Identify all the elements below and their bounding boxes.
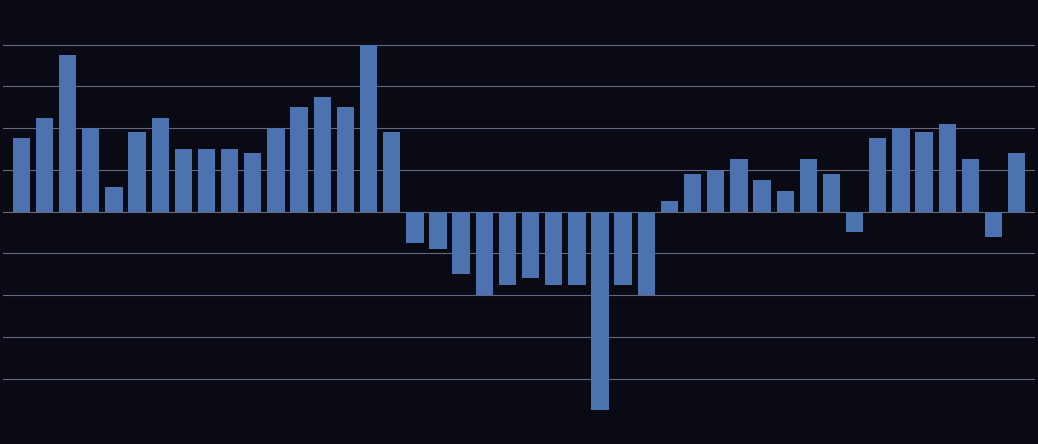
Bar xyxy=(707,170,725,211)
Bar xyxy=(661,201,678,211)
Bar xyxy=(614,211,632,285)
Bar xyxy=(174,149,192,211)
Bar xyxy=(776,190,794,211)
Bar xyxy=(313,97,331,211)
Bar xyxy=(12,139,30,211)
Bar xyxy=(291,107,307,211)
Bar xyxy=(637,211,655,295)
Bar xyxy=(221,149,239,211)
Bar xyxy=(383,132,401,211)
Bar xyxy=(938,124,956,211)
Bar xyxy=(59,55,76,211)
Bar xyxy=(545,211,563,285)
Bar xyxy=(129,132,145,211)
Bar xyxy=(105,186,122,211)
Bar xyxy=(152,118,169,211)
Bar xyxy=(823,174,840,211)
Bar xyxy=(244,153,262,211)
Bar xyxy=(985,211,1003,237)
Bar xyxy=(754,180,771,211)
Bar xyxy=(360,44,377,211)
Bar xyxy=(475,211,493,295)
Bar xyxy=(568,211,585,285)
Bar xyxy=(453,211,470,274)
Bar xyxy=(869,139,886,211)
Bar xyxy=(799,159,817,211)
Bar xyxy=(962,159,979,211)
Bar xyxy=(267,128,284,211)
Bar xyxy=(430,211,446,249)
Bar xyxy=(1008,153,1026,211)
Bar xyxy=(731,159,747,211)
Bar xyxy=(684,174,702,211)
Bar xyxy=(846,211,864,233)
Bar xyxy=(893,128,909,211)
Bar xyxy=(592,211,608,410)
Bar xyxy=(336,107,354,211)
Bar xyxy=(498,211,516,285)
Bar xyxy=(406,211,424,243)
Bar xyxy=(916,132,933,211)
Bar xyxy=(198,149,215,211)
Bar xyxy=(82,128,100,211)
Bar xyxy=(522,211,540,278)
Bar xyxy=(35,118,53,211)
